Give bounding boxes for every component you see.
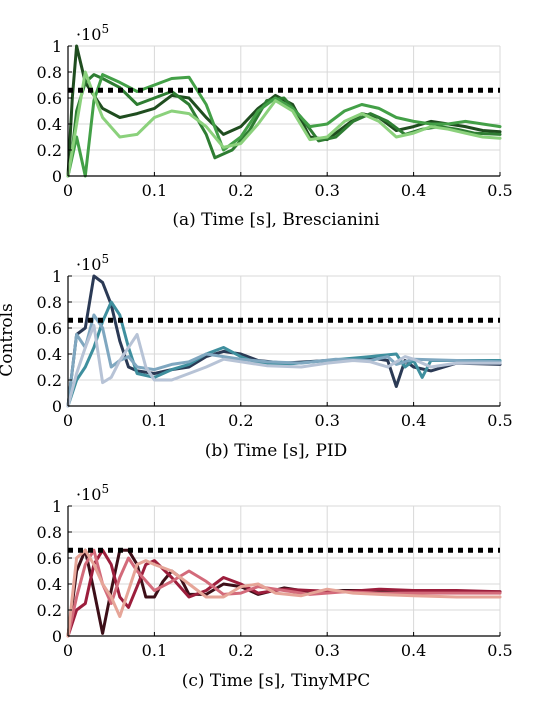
brescianini-y-tick-label-0: 0 <box>52 167 62 186</box>
brescianini-x-tick-label-4: 0.4 <box>401 181 426 200</box>
tinympc-x-tick-label-1: 0.1 <box>142 641 167 660</box>
pid-y-tick-label-5: 1 <box>52 267 62 286</box>
brescianini-series-4 <box>66 70 502 178</box>
brescianini-x-tick-label-1: 0.1 <box>142 181 167 200</box>
brescianini-x-tick-label-3: 0.3 <box>314 181 339 200</box>
brescianini-caption: (a) Time [s], Brescianini <box>172 210 380 230</box>
panel-pid: 0 0.1 0.2 0.3 0.4 0.5 0 0.2 0.4 0.6 0.8 1 ·105 (b) Ti… <box>37 252 513 461</box>
pid-x-tick-label-1: 0.1 <box>142 411 167 430</box>
pid-x-tick-label-4: 0.4 <box>401 411 426 430</box>
pid-x-tick-label-2: 0.2 <box>228 411 253 430</box>
brescianini-y-tick-label-5: 1 <box>52 37 62 56</box>
brescianini-x-tick-label-5: 0.5 <box>487 181 512 200</box>
brescianini-y-tick-label-4: 0.8 <box>37 63 62 82</box>
pid-caption: (b) Time [s], PID <box>205 441 348 461</box>
tinympc-y-tick-label-5: 1 <box>52 497 62 516</box>
pid-y-scale-label: ·105 <box>76 252 109 274</box>
tinympc-y-tick-label-1: 0.2 <box>37 601 62 620</box>
tinympc-x-tick-label-3: 0.3 <box>314 641 339 660</box>
tinympc-series-4 <box>66 548 502 638</box>
pid-series-2 <box>66 300 502 408</box>
tinympc-x-tick-label-4: 0.4 <box>401 641 426 660</box>
pid-series-4 <box>66 323 502 408</box>
tinympc-x-tick-label-2: 0.2 <box>228 641 253 660</box>
panel-brescianini: 0 0.1 0.2 0.3 0.4 0.5 0 0.2 0.4 0.6 0.8 1 ·105 (a) Ti… <box>37 22 513 230</box>
pid-y-tick-label-0: 0 <box>52 397 62 416</box>
brescianini-x-tick-label-0: 0 <box>63 181 73 200</box>
panel-tinympc: 0 0.1 0.2 0.3 0.4 0.5 0 0.2 0.4 0.6 0.8 1 ·105 (c) Ti… <box>37 482 513 691</box>
pid-x-tick-label-5: 0.5 <box>487 411 512 430</box>
tinympc-y-tick-label-0: 0 <box>52 627 62 646</box>
pid-y-tick-label-4: 0.8 <box>37 293 62 312</box>
tinympc-x-tick-label-5: 0.5 <box>487 641 512 660</box>
tinympc-y-tick-label-3: 0.6 <box>37 549 62 568</box>
brescianini-x-tick-label-2: 0.2 <box>228 181 253 200</box>
brescianini-y-tick-label-2: 0.4 <box>37 115 62 134</box>
pid-y-tick-label-3: 0.6 <box>37 319 62 338</box>
y-axis-label: Controls <box>0 303 17 377</box>
tinympc-y-tick-label-4: 0.8 <box>37 523 62 542</box>
brescianini-y-scale-label: ·105 <box>76 22 109 44</box>
tinympc-y-scale-exponent: 5 <box>101 482 109 496</box>
tinympc-caption: (c) Time [s], TinyMPC <box>182 671 371 691</box>
pid-x-tick-label-0: 0 <box>63 411 73 430</box>
pid-y-tick-label-1: 0.2 <box>37 371 62 390</box>
pid-series-3 <box>66 313 502 408</box>
brescianini-y-tick-label-1: 0.2 <box>37 141 62 160</box>
pid-y-scale-exponent: 5 <box>101 252 109 266</box>
pid-y-tick-label-2: 0.4 <box>37 345 62 364</box>
brescianini-series-1 <box>66 44 502 178</box>
tinympc-x-tick-label-0: 0 <box>63 641 73 660</box>
tinympc-y-tick-label-2: 0.4 <box>37 575 62 594</box>
pid-x-tick-label-3: 0.3 <box>314 411 339 430</box>
tinympc-y-scale-label: ·105 <box>76 482 109 504</box>
brescianini-series-3 <box>66 73 502 178</box>
brescianini-y-tick-label-3: 0.6 <box>37 89 62 108</box>
brescianini-y-scale-exponent: 5 <box>101 22 109 36</box>
